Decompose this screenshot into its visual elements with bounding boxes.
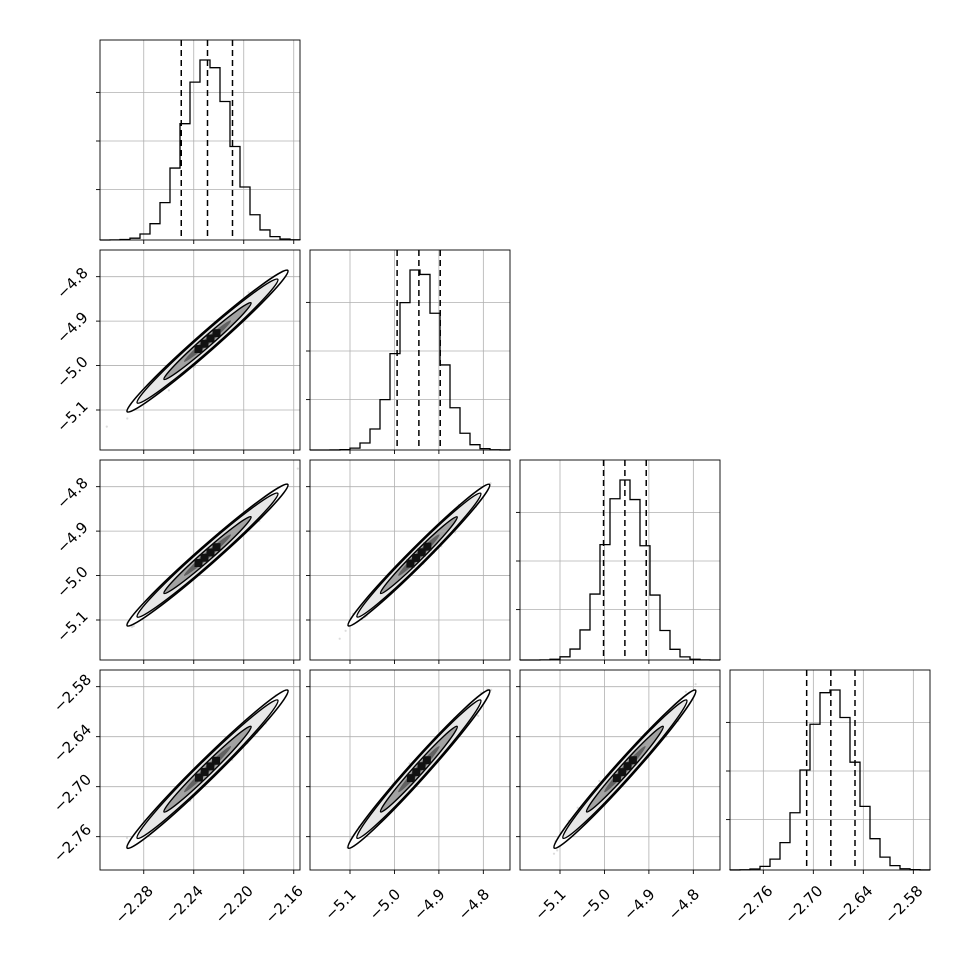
density-core: [212, 329, 221, 338]
scatter-point: [126, 417, 129, 420]
panel-1-0: [96, 249, 301, 454]
histogram-step: [519, 479, 721, 661]
scatter-point: [344, 629, 347, 632]
scatter-point: [105, 425, 108, 428]
histogram-step: [309, 269, 511, 451]
panel-2-1: [306, 459, 511, 664]
scatter-point: [338, 637, 341, 640]
panel-3-0: [96, 669, 301, 874]
panel-1-1: [306, 249, 511, 454]
scatter-point: [130, 625, 134, 629]
panel-grid: [100, 40, 300, 240]
panel-0-0: [96, 39, 301, 244]
histogram-step: [99, 59, 301, 241]
panel-2-2: [516, 459, 721, 664]
density-core: [212, 543, 221, 552]
panel-frame: [99, 39, 301, 241]
panel-2-0: [96, 459, 301, 664]
scatter-point: [296, 467, 299, 470]
density-core: [423, 542, 432, 551]
scatter-point: [167, 389, 170, 392]
